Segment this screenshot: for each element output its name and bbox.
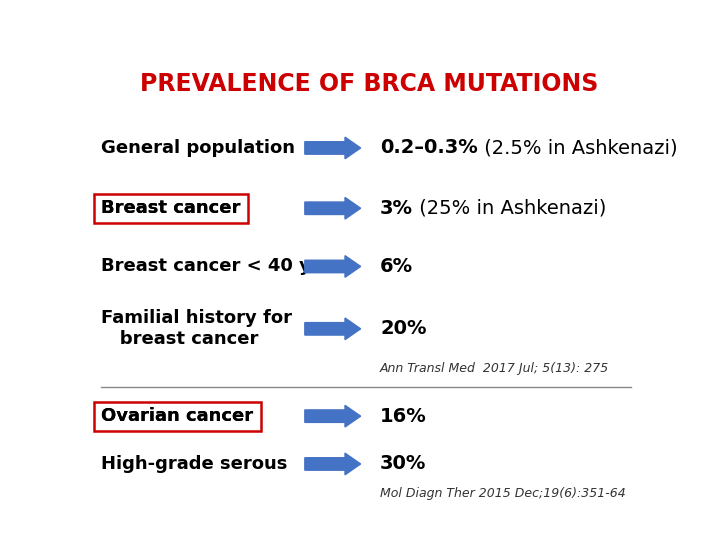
Text: Breast cancer: Breast cancer bbox=[101, 199, 240, 217]
Text: (2.5% in Ashkenazi): (2.5% in Ashkenazi) bbox=[478, 138, 678, 158]
Text: Breast cancer: Breast cancer bbox=[101, 199, 240, 217]
Text: PREVALENCE OF BRCA MUTATIONS: PREVALENCE OF BRCA MUTATIONS bbox=[140, 71, 598, 96]
Text: Ovarian cancer: Ovarian cancer bbox=[101, 407, 253, 425]
Text: Breast cancer < 40 y: Breast cancer < 40 y bbox=[101, 258, 311, 275]
Text: 30%: 30% bbox=[380, 455, 426, 474]
Text: 3%: 3% bbox=[380, 199, 413, 218]
FancyArrow shape bbox=[305, 137, 361, 159]
Text: General population: General population bbox=[101, 139, 295, 157]
FancyArrow shape bbox=[305, 255, 361, 277]
Text: Ovarian cancer: Ovarian cancer bbox=[101, 407, 253, 425]
Text: Mol Diagn Ther 2015 Dec;19(6):351-64: Mol Diagn Ther 2015 Dec;19(6):351-64 bbox=[380, 487, 626, 500]
Text: (25% in Ashkenazi): (25% in Ashkenazi) bbox=[413, 199, 606, 218]
Text: 0.2–0.3%: 0.2–0.3% bbox=[380, 138, 478, 158]
Text: Familial history for
   breast cancer: Familial history for breast cancer bbox=[101, 309, 292, 348]
FancyArrow shape bbox=[305, 318, 361, 340]
FancyArrow shape bbox=[305, 198, 361, 219]
Text: High-grade serous: High-grade serous bbox=[101, 455, 287, 473]
FancyArrow shape bbox=[305, 406, 361, 427]
Text: 20%: 20% bbox=[380, 319, 427, 339]
Text: Ann Transl Med  2017 Jul; 5(13): 275: Ann Transl Med 2017 Jul; 5(13): 275 bbox=[380, 362, 609, 375]
FancyArrow shape bbox=[305, 453, 361, 475]
Text: 16%: 16% bbox=[380, 407, 427, 426]
Text: 6%: 6% bbox=[380, 257, 413, 276]
